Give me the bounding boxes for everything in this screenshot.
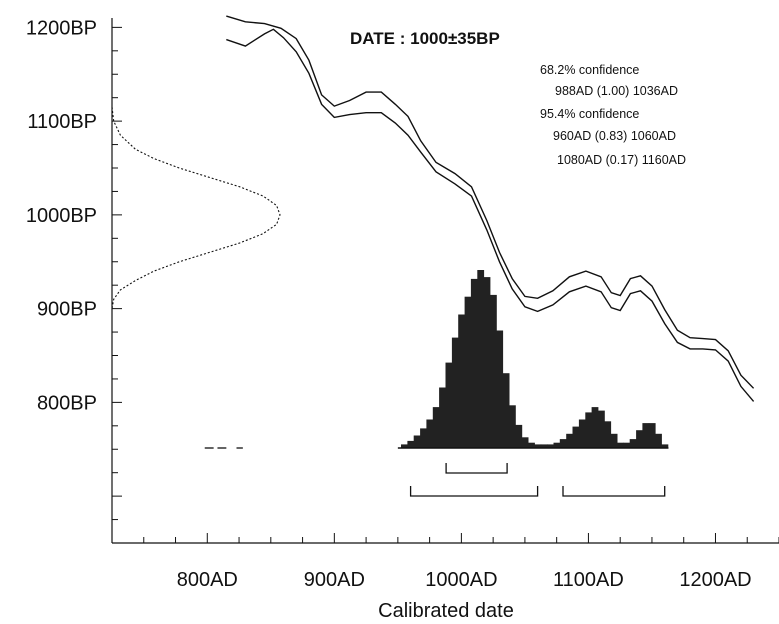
y-tick-label: 800BP [37,392,97,414]
histogram-bar [591,407,599,448]
confidence-range-label: 960AD (0.83) 1060AD [553,129,676,143]
histogram-bar [559,439,567,448]
calibration-curve-upper [226,15,755,389]
histogram-bar [464,296,472,448]
histogram-bar [401,444,408,448]
y-tick-label: 900BP [37,299,97,321]
histogram-bar [534,444,542,448]
histogram-bar [502,373,510,448]
histogram-bar [661,444,669,448]
x-tick-label: 1100AD [553,569,624,591]
histogram-bar [496,330,504,448]
x-tick-label: 800AD [177,569,238,591]
histogram-bar [439,387,446,448]
histogram-bar [458,314,465,448]
histogram-bar [477,270,485,448]
histogram-bar [445,362,453,448]
sigma2-range-bracket [409,486,539,497]
histogram-bar [566,433,573,448]
y-tick-label: 1000BP [26,205,97,227]
histogram-bar [547,444,554,448]
y-tick-label: 1100BP [27,111,97,133]
histogram-bar [483,277,491,448]
histogram-bar [629,439,637,448]
calibrated-distribution-layer [204,270,669,449]
confidence-brackets-layer [409,463,666,497]
x-axis-title: Calibrated date [378,600,514,622]
histogram-bar [598,410,605,448]
labels-layer: 800AD 900AD 1000AD 1100AD 1200AD 1200BP 1100BP… [26,17,752,622]
sigma1-range-bracket [445,463,508,474]
histogram-bar [515,424,523,448]
histogram-bar [553,442,561,448]
histogram-bar [623,442,631,448]
confidence-heading: 68.2% confidence [540,63,639,77]
histogram-bar [572,426,580,448]
histogram-bar [432,407,440,448]
y-tick-label: 1200BP [26,17,97,39]
histogram-bar [407,440,415,448]
histogram-bar [490,294,497,448]
histogram-bar [528,442,535,448]
confidence-range-label: 1080AD (0.17) 1160AD [557,153,686,167]
histogram-bar [470,278,478,448]
histogram-bar [642,423,650,448]
histogram-bar [413,435,421,448]
histogram-bar [426,419,434,448]
histogram-bar [610,433,618,448]
histogram-bar [585,412,593,448]
histogram-bar [636,430,643,448]
histogram-bar [509,405,516,448]
calibration-curve-lower [226,28,755,402]
histogram-bar [420,428,427,448]
x-tick-label: 900AD [304,569,365,591]
histogram-bar [451,337,459,448]
confidence-range-label: 988AD (1.00) 1036AD [555,84,678,98]
histogram-bar [617,442,624,448]
confidence-heading: 95.4% confidence [540,107,639,121]
x-tick-label: 1200AD [679,569,751,591]
axes [111,18,779,544]
calibration-curves-layer [226,15,755,402]
histogram-bar [655,433,662,448]
radiocarbon-distribution-curve [111,107,281,309]
histogram-bar [521,437,529,448]
x-tick-label: 1000AD [425,569,497,591]
radiocarbon-distribution-layer [111,107,281,309]
chart-title: DATE : 1000±35BP [350,29,500,48]
sigma2-range-bracket [562,486,666,497]
histogram-bar [604,421,612,448]
histogram-bar [648,423,656,448]
histogram-bar [540,444,548,448]
histogram-bar [578,419,586,448]
